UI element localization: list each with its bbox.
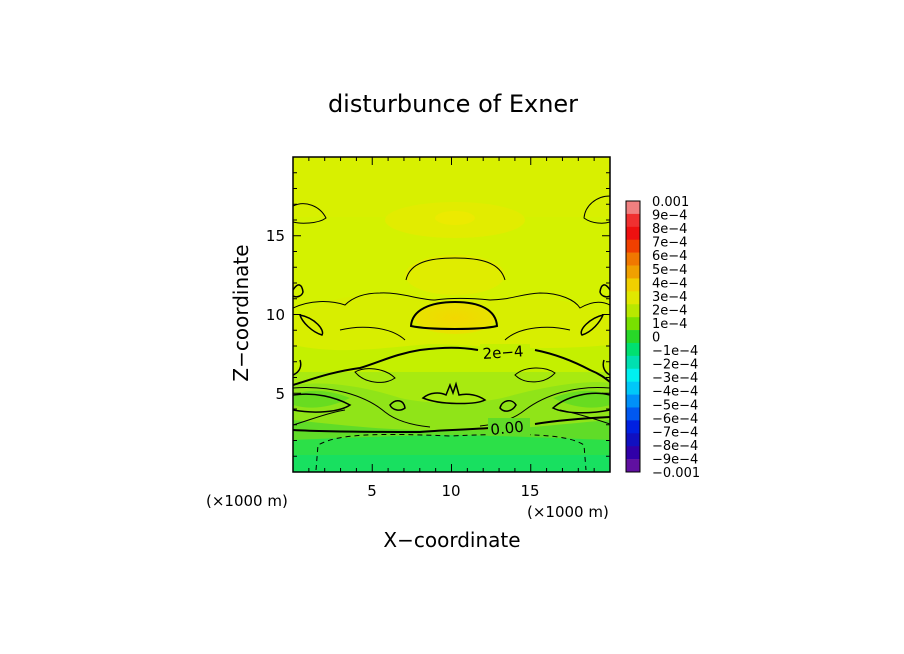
x-tick-label: 15 <box>520 482 539 500</box>
colorbar-swatch <box>626 265 640 279</box>
colorbar-label: −4e−4 <box>652 385 698 400</box>
colorbar-label: −7e−4 <box>652 425 698 440</box>
colorbar-swatch <box>626 420 640 434</box>
colorbar-label: 4e−4 <box>652 276 687 291</box>
colorbar-swatch <box>626 433 640 447</box>
colorbar-swatch <box>626 226 640 241</box>
colorbar-label: 1e−4 <box>652 317 687 332</box>
x-unit-label: (×1000 m) <box>527 503 609 521</box>
field <box>293 157 610 472</box>
colorbar-swatch <box>626 459 640 473</box>
y-tick-label: 5 <box>275 385 285 403</box>
colorbar-swatch <box>626 291 640 305</box>
x-tick-label: 10 <box>441 482 460 500</box>
contour-label-pos: 2e−4 <box>482 342 524 363</box>
colorbar-swatch <box>626 446 640 460</box>
y-axis-label: Z−coordinate <box>229 244 253 381</box>
colorbar-label: 0.001 <box>652 195 689 210</box>
colorbar-label: −9e−4 <box>652 452 698 467</box>
colorbar-swatch <box>626 278 640 292</box>
contour-label-zero: 0.00 <box>490 418 525 439</box>
colorbar-swatch <box>626 330 640 344</box>
colorbar-label: −2e−4 <box>652 358 698 373</box>
colorbar-label: −0.001 <box>652 466 700 481</box>
colorbar-label: −5e−4 <box>652 398 698 413</box>
colorbar-label: −1e−4 <box>652 344 698 359</box>
colorbar-swatch <box>626 201 640 215</box>
colorbar-label: 8e−4 <box>652 222 687 237</box>
colorbar-label: 7e−4 <box>652 236 687 251</box>
colorbar-label: −6e−4 <box>652 412 698 427</box>
x-axis-label: X−coordinate <box>383 528 520 552</box>
colorbar-label: 0 <box>652 331 660 346</box>
y-unit-label: (×1000 m) <box>206 492 288 510</box>
y-tick-label: 15 <box>266 227 285 245</box>
colorbar-swatch <box>626 304 640 318</box>
colorbar-label: 9e−4 <box>652 209 687 224</box>
colorbar-label: 5e−4 <box>652 263 687 278</box>
colorbar-label: 3e−4 <box>652 290 687 305</box>
colorbar-swatch <box>626 239 640 253</box>
colorbar-swatch <box>626 407 640 421</box>
colorbar-swatch <box>626 252 640 266</box>
colorbar-swatch <box>626 394 640 408</box>
colorbar-label: 2e−4 <box>652 303 687 318</box>
y-tick-label: 10 <box>266 306 285 324</box>
colorbar-label: −8e−4 <box>652 439 698 454</box>
colorbar-frame <box>625 200 641 473</box>
colorbar-swatch <box>626 342 640 357</box>
colorbar-swatch <box>626 213 640 228</box>
colorbar-swatch <box>626 355 640 370</box>
colorbar-label: −3e−4 <box>652 371 698 386</box>
chart-title: disturbunce of Exner <box>328 90 578 118</box>
colorbar-swatch <box>626 381 640 395</box>
x-tick-label: 5 <box>367 482 377 500</box>
colorbar-label: 6e−4 <box>652 249 687 264</box>
contour-lines <box>293 195 610 471</box>
axis-ticks <box>292 156 611 473</box>
colorbar-swatch <box>626 317 640 331</box>
colorbar-swatch <box>626 368 640 382</box>
colorbar: 0.0019e−48e−47e−46e−45e−44e−43e−42e−41e−… <box>625 195 700 481</box>
